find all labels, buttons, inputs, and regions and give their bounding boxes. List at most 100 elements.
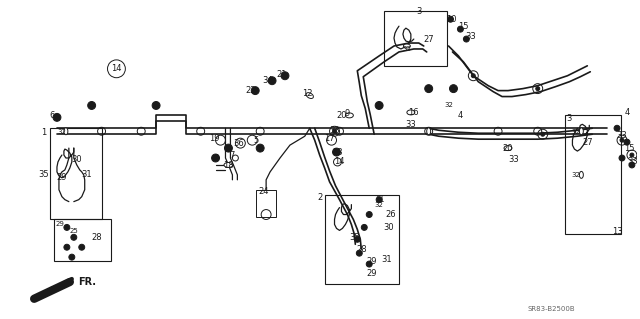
Text: 29: 29 <box>366 270 376 278</box>
Text: 6: 6 <box>49 111 54 120</box>
Circle shape <box>333 129 337 133</box>
Bar <box>54 219 111 261</box>
Text: 26: 26 <box>386 210 396 219</box>
Text: 32: 32 <box>571 129 580 135</box>
Circle shape <box>356 250 362 256</box>
Text: SR83-B2500B: SR83-B2500B <box>528 306 575 312</box>
Ellipse shape <box>427 128 431 135</box>
Text: 33: 33 <box>329 126 340 135</box>
Circle shape <box>614 125 620 131</box>
Circle shape <box>366 211 372 218</box>
Bar <box>324 195 399 284</box>
Text: 30: 30 <box>72 155 82 165</box>
Text: 29: 29 <box>366 256 376 266</box>
Text: 4: 4 <box>458 111 463 120</box>
Bar <box>256 190 276 218</box>
Circle shape <box>630 153 634 157</box>
Ellipse shape <box>224 162 233 167</box>
Text: 2: 2 <box>317 193 323 202</box>
Circle shape <box>366 261 372 267</box>
Text: 17: 17 <box>324 134 335 143</box>
Ellipse shape <box>407 110 415 115</box>
Text: 11: 11 <box>374 195 385 204</box>
Text: 13: 13 <box>612 227 622 236</box>
Text: 33: 33 <box>616 131 627 140</box>
Text: 33: 33 <box>509 155 519 165</box>
Ellipse shape <box>579 171 583 178</box>
Text: 14: 14 <box>111 64 122 73</box>
Circle shape <box>71 234 77 240</box>
Circle shape <box>252 87 259 94</box>
Text: 33: 33 <box>628 158 638 167</box>
Circle shape <box>53 114 61 121</box>
Text: 32: 32 <box>403 46 412 52</box>
Text: 14: 14 <box>334 158 345 167</box>
Text: FR.: FR. <box>78 277 96 287</box>
Text: 4: 4 <box>625 108 630 117</box>
Text: 35: 35 <box>39 170 49 179</box>
Text: 34: 34 <box>263 76 273 85</box>
Circle shape <box>463 36 469 42</box>
Text: 35: 35 <box>349 233 360 242</box>
Circle shape <box>256 144 264 152</box>
Text: 24: 24 <box>259 187 269 196</box>
Text: 7: 7 <box>230 151 235 160</box>
Text: 3: 3 <box>416 7 422 16</box>
Circle shape <box>355 236 360 242</box>
Circle shape <box>458 26 463 32</box>
Circle shape <box>88 101 95 109</box>
Text: 33: 33 <box>465 32 476 41</box>
Text: 3: 3 <box>567 114 572 123</box>
Text: 36: 36 <box>233 139 244 148</box>
Circle shape <box>212 154 220 162</box>
Text: 23: 23 <box>332 148 343 157</box>
Text: 20: 20 <box>503 144 513 152</box>
Text: 31: 31 <box>381 255 392 263</box>
Text: 15: 15 <box>624 144 634 152</box>
Ellipse shape <box>346 113 353 118</box>
Circle shape <box>69 254 75 260</box>
Text: 32: 32 <box>374 202 383 208</box>
Text: 32: 32 <box>571 172 580 178</box>
Text: 8: 8 <box>213 153 218 162</box>
Circle shape <box>64 244 70 250</box>
Text: 32: 32 <box>58 129 67 135</box>
Text: 10: 10 <box>446 15 457 24</box>
Text: 29: 29 <box>56 221 65 227</box>
Circle shape <box>333 148 340 156</box>
Ellipse shape <box>579 128 583 135</box>
Text: 27: 27 <box>582 138 593 147</box>
Text: 33: 33 <box>406 120 416 129</box>
Text: 30: 30 <box>384 223 394 232</box>
Text: 31: 31 <box>81 170 92 179</box>
Circle shape <box>362 225 367 230</box>
Circle shape <box>629 162 635 168</box>
Text: 1: 1 <box>42 128 47 137</box>
Text: 20: 20 <box>336 111 347 120</box>
Circle shape <box>449 85 458 93</box>
Text: 32: 32 <box>444 102 453 108</box>
Text: 18: 18 <box>223 161 234 170</box>
Text: 16: 16 <box>408 108 419 117</box>
Polygon shape <box>32 287 52 301</box>
Circle shape <box>619 155 625 161</box>
Text: 15: 15 <box>458 22 468 31</box>
Circle shape <box>541 132 545 136</box>
Text: 5: 5 <box>253 136 259 145</box>
Ellipse shape <box>64 128 68 135</box>
Text: 27: 27 <box>424 34 434 44</box>
Bar <box>50 128 102 219</box>
Text: 9: 9 <box>345 109 350 118</box>
Bar <box>384 11 447 66</box>
Circle shape <box>64 225 70 230</box>
Text: 19: 19 <box>209 134 220 143</box>
Circle shape <box>79 244 84 250</box>
Text: 25: 25 <box>69 228 78 234</box>
Circle shape <box>425 85 433 93</box>
Circle shape <box>376 197 382 203</box>
Circle shape <box>152 101 160 109</box>
Circle shape <box>447 16 454 22</box>
Circle shape <box>624 139 630 145</box>
Circle shape <box>225 144 232 152</box>
Text: 28: 28 <box>356 245 367 254</box>
